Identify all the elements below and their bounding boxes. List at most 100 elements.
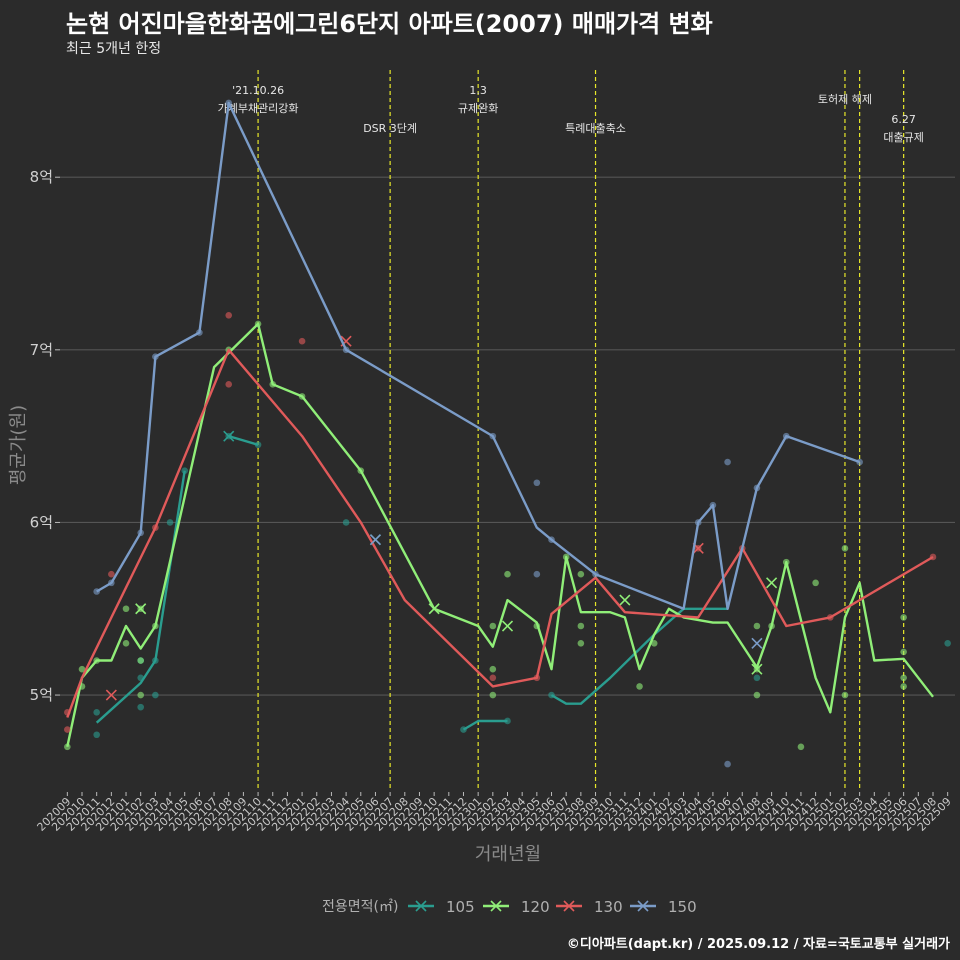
cross-stroke-b (692, 542, 704, 554)
data-point-105-14 (548, 691, 555, 699)
data-point-120-8 (137, 691, 144, 699)
cross-stroke-b (766, 577, 778, 589)
data-point-120-25 (650, 639, 658, 647)
grid-layer (60, 176, 955, 696)
data-point-120-33 (841, 545, 849, 552)
legend-key-cross-b (563, 900, 575, 912)
y-tick-label-8: 8억 (30, 168, 53, 186)
data-point-120-17 (489, 622, 497, 630)
data-point-130-3 (152, 524, 159, 531)
data-point-120-18 (504, 570, 511, 578)
data-point-150-9 (533, 570, 541, 578)
y-tick-label-6: 6억 (30, 513, 53, 531)
data-point-150-18 (856, 458, 863, 466)
event-label-202506-0: 6.27 (891, 113, 916, 126)
data-point-120-7 (137, 657, 144, 664)
data-point-120-15 (489, 665, 497, 673)
data-point-105-12 (460, 726, 467, 733)
data-point-130-0 (64, 709, 71, 716)
series-130 (64, 311, 937, 733)
data-point-150-10 (548, 536, 555, 544)
legend-key-cross-b (415, 900, 427, 912)
cross-stroke-b (105, 689, 117, 701)
event-label-202110-1: 가계부채관리강화 (218, 102, 299, 115)
data-point-120-21 (577, 570, 585, 578)
data-point-150-8 (533, 479, 541, 487)
data-point-150-17 (782, 432, 790, 440)
data-point-130-6 (298, 337, 306, 345)
legend: 전용면적(㎡) 105 120 130 150 (322, 898, 697, 916)
legend-item-105: 105 (408, 898, 475, 916)
data-point-130-5 (225, 381, 233, 388)
data-point-120-9 (152, 622, 159, 630)
data-point-130-11 (826, 614, 834, 621)
x-axis: 2020092020102020112020122021012021022021… (35, 792, 954, 834)
cross-marker-120-1 (428, 603, 440, 615)
data-point-120-36 (900, 648, 907, 656)
data-point-120-19 (533, 622, 541, 630)
legend-item-120: 120 (483, 898, 550, 916)
legend-label-130: 130 (594, 898, 623, 916)
data-point-130-4 (225, 311, 233, 319)
series-150 (93, 99, 863, 768)
data-point-120-38 (900, 683, 907, 690)
event-label-202301-1: 규제완화 (458, 102, 498, 115)
data-point-120-27 (753, 691, 761, 699)
data-point-105-8 (181, 467, 189, 474)
data-point-150-7 (489, 432, 497, 440)
data-point-120-32 (812, 579, 819, 587)
data-point-120-16 (489, 691, 497, 699)
series-120 (64, 320, 934, 751)
data-point-130-2 (108, 570, 115, 578)
cross-marker-130-0 (105, 689, 117, 701)
data-point-105-1 (93, 709, 100, 716)
event-label-202207-0: DSR 3단계 (363, 122, 417, 135)
chart-credit: ©디아파트(dapt.kr) / 2025.09.12 / 자료=국토교통부 실… (566, 937, 950, 952)
x-axis-title: 거래년월 (475, 844, 541, 865)
data-point-150-14 (724, 458, 731, 466)
data-point-130-8 (533, 674, 541, 682)
legend-label-150: 150 (668, 898, 697, 916)
event-label-202301-0: 1.3 (469, 84, 487, 97)
data-point-105-3 (137, 674, 144, 682)
series-line-120 (66, 322, 934, 748)
data-point-130-7 (489, 674, 497, 682)
cross-marker-120-4 (751, 663, 763, 675)
data-point-150-15 (724, 760, 731, 768)
series-line-105 (228, 434, 259, 446)
data-point-120-1 (78, 665, 86, 673)
event-label-202110-0: '21.10.26 (232, 84, 284, 97)
data-point-105-6 (152, 657, 159, 664)
legend-item-150: 150 (630, 898, 697, 916)
data-point-105-0 (93, 731, 100, 739)
cross-stroke-b (619, 594, 631, 606)
y-tick-label-5: 5억 (30, 686, 53, 704)
cross-marker-120-5 (766, 577, 778, 589)
legend-item-130: 130 (556, 898, 623, 916)
data-point-120-22 (577, 622, 585, 630)
data-point-120-24 (636, 683, 643, 690)
legend-label-105: 105 (446, 898, 475, 916)
chart-subtitle: 최근 5개년 한정 (66, 41, 162, 57)
data-point-120-11 (254, 320, 262, 328)
data-point-120-35 (900, 614, 907, 621)
data-point-120-4 (122, 605, 130, 613)
data-point-120-30 (782, 558, 790, 566)
cross-stroke-b (223, 430, 235, 442)
data-point-120-5 (122, 639, 130, 647)
legend-key-cross-b (490, 900, 502, 912)
data-point-105-11 (342, 519, 350, 526)
data-point-120-37 (900, 674, 907, 682)
legend-label-120: 120 (521, 898, 550, 916)
cross-stroke-b (751, 663, 763, 675)
cross-stroke-b (369, 534, 382, 546)
data-point-120-29 (768, 622, 775, 630)
data-point-130-1 (64, 726, 71, 733)
cross-marker-150-0 (369, 534, 382, 546)
data-point-150-6 (342, 346, 350, 354)
data-point-150-4 (196, 329, 203, 336)
data-point-120-14 (357, 467, 365, 474)
cross-marker-120-3 (619, 594, 631, 606)
cross-marker-120-2 (501, 620, 514, 632)
